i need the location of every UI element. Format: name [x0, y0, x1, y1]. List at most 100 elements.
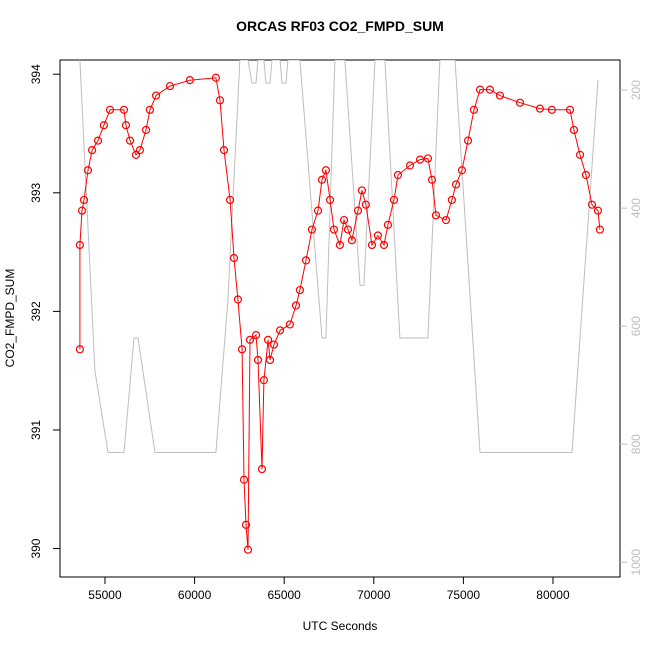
data-point — [269, 340, 279, 349]
data-point — [495, 91, 505, 100]
data-point — [335, 240, 345, 250]
secondary-line — [79, 60, 599, 453]
y2-tick-label: 400 — [629, 198, 643, 218]
data-point — [307, 225, 317, 234]
data-point — [431, 211, 441, 220]
data-point — [285, 320, 295, 329]
data-point — [121, 121, 131, 130]
x-tick-label: 80000 — [536, 588, 570, 602]
data-point — [329, 225, 339, 234]
data-point — [423, 154, 432, 163]
data-point — [79, 195, 89, 205]
primary-layer — [75, 73, 605, 554]
data-point — [265, 355, 275, 365]
data-point — [165, 81, 175, 91]
data-line — [79, 77, 601, 550]
data-point — [75, 345, 84, 354]
data-point — [253, 355, 263, 365]
secondary-layer — [79, 60, 599, 453]
data-point — [241, 520, 251, 529]
data-point — [83, 166, 93, 175]
x-tick-label: 55000 — [88, 588, 122, 602]
data-point — [357, 186, 367, 195]
y2-tick-label: 600 — [629, 316, 643, 336]
data-point — [211, 73, 221, 82]
data-point — [581, 170, 591, 180]
data-point — [263, 335, 273, 344]
data-point — [587, 200, 597, 209]
chart-title: ORCAS RF03 CO2_FMPD_SUM — [236, 18, 444, 34]
data-point — [389, 195, 399, 205]
data-point — [457, 166, 467, 175]
data-point — [321, 166, 331, 175]
y-tick-label: 393 — [29, 182, 43, 202]
data-point — [225, 195, 235, 205]
data-point — [243, 545, 253, 554]
data-point — [353, 206, 363, 215]
data-point — [93, 136, 103, 145]
data-point — [145, 105, 155, 114]
data-point — [301, 256, 311, 265]
data-point — [405, 161, 415, 170]
data-point — [119, 105, 129, 114]
data-point — [233, 295, 243, 304]
y2-tick-label: 200 — [629, 80, 643, 100]
data-point — [565, 105, 575, 114]
y-tick-label: 394 — [29, 64, 43, 84]
data-point — [379, 240, 389, 250]
data-point — [291, 301, 301, 310]
x-axis-label: UTC Seconds — [303, 619, 378, 633]
data-point — [463, 136, 473, 145]
data-point — [475, 85, 485, 94]
data-point — [569, 125, 579, 135]
data-point — [469, 105, 479, 114]
data-point — [185, 76, 195, 85]
data-point — [105, 105, 115, 114]
data-point — [343, 225, 353, 234]
data-point — [131, 150, 141, 159]
data-point — [275, 326, 285, 335]
data-point — [99, 121, 109, 130]
data-point — [317, 175, 327, 184]
data-point — [373, 231, 383, 240]
data-point — [325, 195, 335, 205]
data-point — [239, 475, 249, 484]
data-point — [75, 240, 84, 250]
data-point — [229, 253, 239, 263]
data-point — [393, 170, 403, 180]
data-point — [141, 125, 151, 135]
x-tick-label: 65000 — [267, 588, 301, 602]
data-point — [451, 180, 461, 189]
data-point — [383, 220, 393, 229]
data-point — [515, 98, 525, 107]
data-point — [441, 215, 451, 225]
data-point — [535, 104, 544, 113]
data-point — [547, 105, 557, 114]
data-point — [575, 150, 585, 159]
y2-tick-label: 1000 — [629, 549, 643, 576]
x-tick-label: 75000 — [447, 588, 481, 602]
data-point — [125, 136, 135, 145]
data-point — [151, 91, 161, 100]
data-point — [367, 240, 377, 250]
y2-tick-label: 800 — [629, 434, 643, 454]
data-point — [347, 236, 357, 245]
data-point — [87, 146, 97, 155]
data-point — [415, 155, 425, 164]
data-point — [593, 206, 603, 215]
data-point — [257, 464, 267, 474]
data-point — [251, 331, 261, 340]
y-tick-label: 392 — [29, 301, 43, 321]
data-point — [313, 206, 323, 215]
data-point — [485, 85, 495, 94]
y-axis-label: CO2_FMPD_SUM — [3, 269, 17, 368]
data-point — [215, 96, 225, 105]
data-point — [219, 146, 229, 155]
y-tick-label: 390 — [29, 538, 43, 558]
data-point — [77, 206, 87, 215]
data-point — [427, 175, 437, 184]
data-point — [339, 215, 349, 225]
x-tick-label: 70000 — [357, 588, 391, 602]
data-point — [595, 225, 605, 234]
y-tick-label: 391 — [29, 420, 43, 440]
